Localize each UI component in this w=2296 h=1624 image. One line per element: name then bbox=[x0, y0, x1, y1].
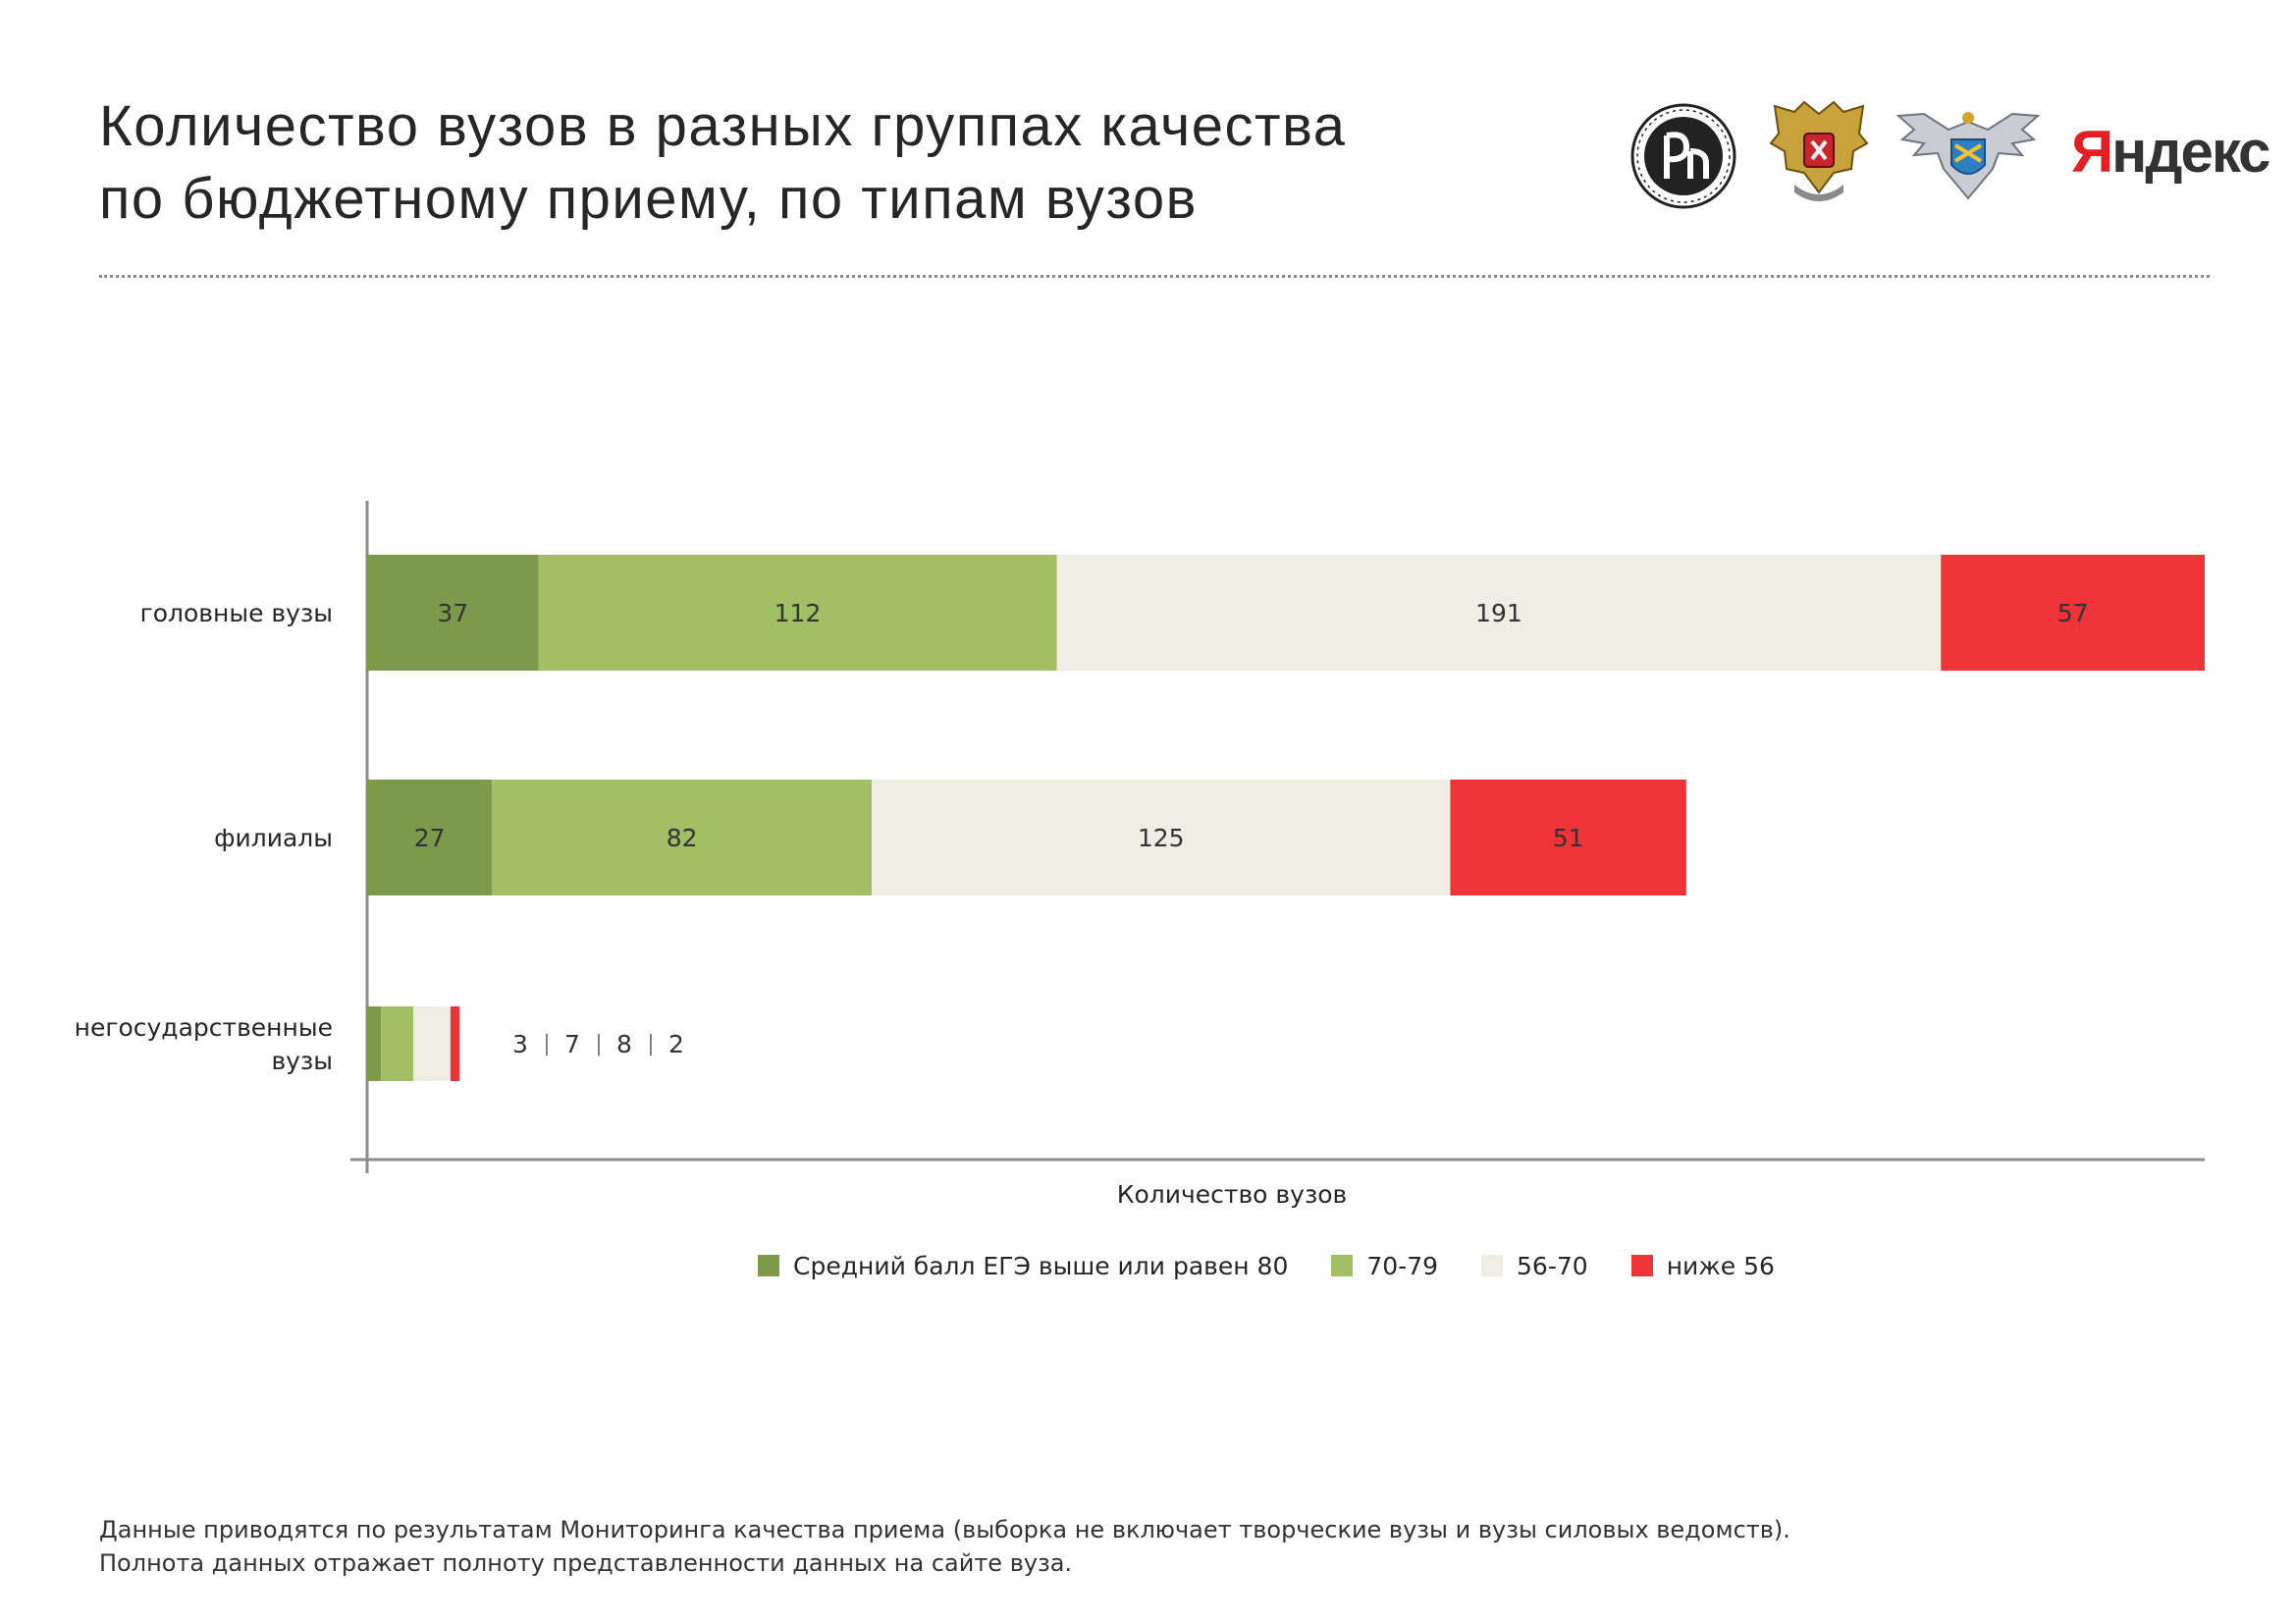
title-line-2: по бюджетному приему, по типам вузов bbox=[99, 167, 1198, 231]
data-label: 82 bbox=[667, 824, 698, 852]
legend-item: 56-70 bbox=[1481, 1252, 1588, 1280]
category-label: филиалы bbox=[214, 824, 333, 852]
data-label-separator: | bbox=[647, 1032, 654, 1056]
rosobrnadzor-emblem bbox=[1896, 112, 2041, 200]
hse-logo bbox=[1630, 103, 1736, 209]
data-label: 27 bbox=[414, 824, 446, 852]
data-label-separator: | bbox=[595, 1032, 602, 1056]
title-line-1: Количество вузов в разных группах качест… bbox=[99, 94, 1347, 158]
category-label: головные вузы bbox=[140, 599, 333, 627]
bar-segment bbox=[1941, 555, 2205, 671]
bar-segment bbox=[1056, 555, 1942, 671]
chart-legend: Средний балл ЕГЭ выше или равен 80 70-79 5… bbox=[758, 1252, 1818, 1285]
legend-swatch bbox=[758, 1255, 779, 1276]
data-label-separator: | bbox=[543, 1032, 550, 1056]
data-label: 37 bbox=[437, 599, 468, 627]
footnote-line-1: Данные приводятся по результатам Монитор… bbox=[99, 1516, 1790, 1543]
bar-segment bbox=[367, 1006, 382, 1081]
data-label: 2 bbox=[668, 1030, 684, 1058]
yandex-logo: Яндекс bbox=[2071, 118, 2270, 186]
bar-segment bbox=[381, 1006, 414, 1081]
yandex-logo-rest: ндекс bbox=[2111, 119, 2270, 185]
legend-label: ниже 56 bbox=[1666, 1252, 1775, 1280]
data-label: 8 bbox=[616, 1030, 632, 1058]
bar-segment bbox=[871, 780, 1451, 895]
bar-segment bbox=[538, 555, 1057, 671]
bar-segment bbox=[413, 1006, 451, 1081]
data-label: 7 bbox=[564, 1030, 580, 1058]
bar-segment bbox=[367, 555, 539, 671]
title-divider bbox=[99, 275, 2210, 278]
legend-swatch bbox=[1481, 1255, 1504, 1276]
footnote: Данные приводятся по результатам Монитор… bbox=[99, 1513, 2161, 1580]
bar-segment bbox=[492, 780, 872, 895]
category-label: негосударственные bbox=[75, 1013, 333, 1042]
footnote-line-2: Полнота данных отражает полноту представ… bbox=[99, 1549, 1073, 1577]
ministry-eagle-emblem bbox=[1769, 100, 1869, 201]
data-label: 51 bbox=[1553, 824, 1584, 852]
data-label: 191 bbox=[1475, 599, 1522, 627]
bar-segment bbox=[1450, 780, 1686, 895]
bar-segment bbox=[450, 1006, 460, 1081]
yandex-logo-first-letter: Я bbox=[2071, 119, 2113, 185]
legend-item: ниже 56 bbox=[1630, 1252, 1775, 1280]
legend-swatch bbox=[1331, 1255, 1354, 1276]
legend-label: 56-70 bbox=[1517, 1252, 1588, 1280]
data-label: 57 bbox=[2057, 599, 2089, 627]
legend-item: Средний балл ЕГЭ выше или равен 80 bbox=[758, 1252, 1288, 1280]
legend-label: 70-79 bbox=[1366, 1252, 1439, 1280]
bar-segment bbox=[367, 780, 493, 895]
logo-bar: Яндекс bbox=[1629, 90, 2270, 218]
legend-swatch bbox=[1630, 1255, 1653, 1276]
data-label: 125 bbox=[1138, 824, 1185, 852]
page-title: Количество вузов в разных группах качест… bbox=[99, 90, 1572, 236]
category-label: вузы bbox=[271, 1047, 333, 1075]
data-label: 112 bbox=[774, 599, 822, 627]
data-label: 3 bbox=[512, 1030, 528, 1058]
legend-item: 70-79 bbox=[1331, 1252, 1438, 1280]
legend-label: Средний балл ЕГЭ выше или равен 80 bbox=[793, 1252, 1289, 1280]
x-axis-label: Количество вузов bbox=[1117, 1180, 1348, 1209]
